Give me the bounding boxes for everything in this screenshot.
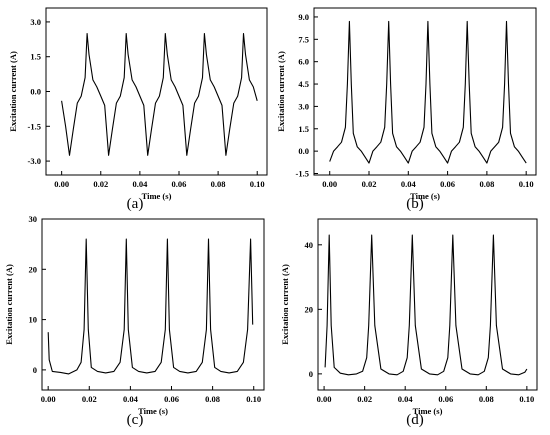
- panel-a-x-axis-label: Time (s): [142, 191, 172, 201]
- panel-a-label: (a): [127, 196, 144, 212]
- panel-c-series-line: [47, 238, 254, 375]
- panel-b-label: (b): [406, 196, 424, 212]
- panel-b-y-tick-label: 9.0: [298, 12, 309, 22]
- panel-a-x-tick-label: 0.08: [211, 179, 226, 189]
- panel-a-x-tick-label: 0.10: [250, 179, 265, 189]
- panel-c-y-tick-label: 20: [29, 264, 38, 274]
- panel-b-y-tick-label: 1.5: [298, 124, 309, 134]
- panel-c-y-axis-label: Excitation current (A): [4, 264, 14, 345]
- panel-d-y-tick-label: 0: [309, 369, 313, 379]
- panel-d-x-tick-label: 0.08: [479, 394, 494, 404]
- panel-d-x-tick-label: 0.06: [438, 394, 453, 404]
- panel-d-x-tick-label: 0.10: [519, 394, 534, 404]
- panel-a-x-tick-label: 0.04: [132, 179, 148, 189]
- panel-b-y-tick-label: 4.5: [298, 79, 309, 89]
- panel-b-x-tick-label: 0.02: [362, 179, 377, 189]
- panel-c-x-tick-label: 0.00: [41, 394, 56, 404]
- panel-c-x-tick-label: 0.08: [205, 394, 220, 404]
- panel-d-y-tick-label: 40: [305, 240, 314, 250]
- panel-c-label: (c): [127, 412, 144, 428]
- panel-b-y-tick-label: 6.0: [298, 57, 309, 67]
- panel-b-y-axis-label: Excitation current (A): [276, 51, 286, 132]
- panel-a: 0.00 0.02 0.04 0.06 0.08 0.10 -3.0 -1.5 0.0 1.5 3.…: [8, 7, 268, 212]
- panel-b-x-tick-label: 0.08: [479, 179, 494, 189]
- panel-a-series-line: [61, 32, 258, 156]
- panel-b-y-tick-label: 3.0: [298, 101, 309, 111]
- panel-c-y-tick-label: 10: [29, 315, 38, 325]
- panel-a-y-tick-label: 3.0: [30, 17, 41, 27]
- panel-d-y-tick-label: 20: [305, 304, 314, 314]
- panel-b-y-tick-label: 0.0: [298, 146, 309, 156]
- panel-c-x-tick-label: 0.10: [246, 394, 261, 404]
- panel-c-x-tick-label: 0.06: [164, 394, 179, 404]
- panel-d-x-tick-label: 0.02: [357, 394, 372, 404]
- panel-b-series-line: [329, 20, 527, 164]
- panel-b-x-tick-label: 0.00: [322, 179, 337, 189]
- panel-d-plot-frame: [317, 218, 538, 391]
- panel-c-plot-frame: [41, 218, 265, 391]
- panel-c-y-tick-label: 30: [29, 214, 38, 224]
- panel-c-x-tick-label: 0.02: [82, 394, 97, 404]
- panel-b-x-tick-label: 0.04: [401, 179, 417, 189]
- panel-c-x-axis-label: Time (s): [138, 406, 168, 416]
- panel-d-x-tick-label: 0.00: [317, 394, 332, 404]
- panel-a-x-tick-label: 0.06: [172, 179, 187, 189]
- panel-b-y-tick-label: 7.5: [298, 34, 309, 44]
- panel-a-y-axis-label: Excitation current (A): [8, 51, 18, 132]
- panel-a-x-tick-label: 0.00: [54, 179, 69, 189]
- panel-d-label: (d): [406, 412, 424, 428]
- panel-a-x-tick-label: 0.02: [93, 179, 108, 189]
- panel-c-x-tick-label: 0.04: [123, 394, 139, 404]
- panel-a-y-tick-label: 0.0: [30, 87, 41, 97]
- panel-b: 0.00 0.02 0.04 0.06 0.08 0.10 -1.5 0.0 1.5 3.0 4.5…: [276, 7, 537, 212]
- panel-a-plot-frame: [45, 7, 268, 176]
- panel-a-y-tick-label: 1.5: [30, 52, 41, 62]
- panel-a-y-tick-label: -3.0: [28, 156, 41, 166]
- panel-d: 0.00 0.02 0.04 0.06 0.08 0.10 0 20 40 Time (s) Exc…: [280, 218, 538, 428]
- panel-d-x-tick-label: 0.04: [398, 394, 414, 404]
- panel-c: 0.00 0.02 0.04 0.06 0.08 0.10 0 10 20 30 Time (s) E…: [4, 214, 265, 428]
- panel-d-y-axis-label: Excitation current (A): [280, 264, 290, 345]
- panel-b-x-tick-label: 0.10: [519, 179, 534, 189]
- panel-d-x-axis-label: Time (s): [413, 406, 443, 416]
- panel-b-x-tick-label: 0.06: [440, 179, 455, 189]
- panel-b-y-tick-label: -1.5: [296, 169, 309, 179]
- panel-b-x-axis-label: Time (s): [410, 191, 440, 201]
- panel-a-y-tick-label: -1.5: [28, 121, 41, 131]
- panel-b-plot-frame: [313, 7, 537, 176]
- panel-c-y-tick-label: 0: [33, 365, 37, 375]
- panel-d-series-line: [324, 234, 528, 376]
